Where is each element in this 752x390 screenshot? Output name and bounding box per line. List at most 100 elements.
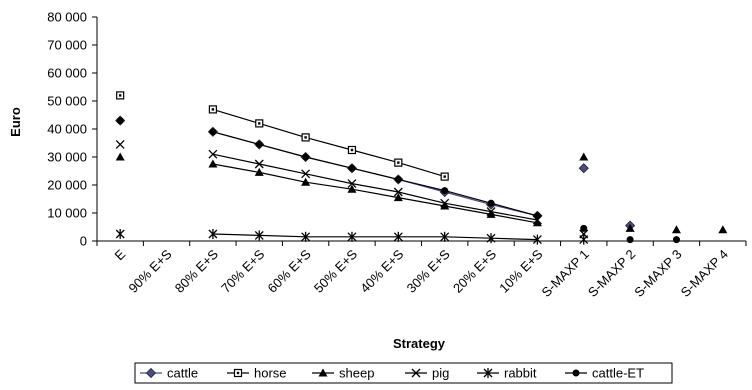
marker-shape — [209, 128, 217, 136]
data-point — [394, 158, 403, 167]
marker-shape — [580, 224, 588, 232]
marker-shape — [318, 368, 328, 377]
marker-stroke — [486, 207, 496, 217]
series-line — [212, 108, 445, 178]
marker-shape — [393, 193, 403, 202]
legend-label: sheep — [339, 366, 374, 381]
x-tick-label: S-MAXP 1 — [539, 247, 592, 300]
data-point — [301, 169, 311, 179]
data-point — [208, 149, 218, 159]
marker-stroke — [254, 159, 264, 169]
x-tick-label: S-MAXP 2 — [585, 247, 638, 300]
marker-shape — [348, 164, 356, 172]
marker-shape — [532, 218, 542, 227]
data-point — [718, 225, 728, 234]
data-point — [209, 128, 217, 136]
data-point — [255, 119, 264, 128]
y-tick-label: 40 000 — [47, 122, 87, 137]
marker-shape — [626, 236, 634, 244]
y-tick-label: 10 000 — [47, 206, 87, 221]
legend-label: cattle-ET — [592, 366, 644, 381]
data-point — [579, 234, 589, 245]
legend-item: cattle-ET — [565, 366, 644, 381]
data-point — [255, 140, 263, 148]
data-point — [347, 145, 357, 155]
data-point — [626, 236, 634, 244]
series-line — [212, 233, 538, 241]
data-point — [347, 231, 357, 242]
marker-shape — [301, 177, 311, 186]
data-point — [579, 152, 589, 161]
data-point — [301, 133, 310, 142]
x-tick-label: E — [112, 246, 129, 263]
data-point — [301, 177, 311, 186]
data-point — [347, 179, 357, 189]
legend-label: pig — [432, 366, 449, 381]
marker-stroke — [115, 139, 125, 149]
marker-shape — [347, 184, 357, 193]
marker-stroke — [208, 149, 218, 159]
data-point — [116, 117, 124, 125]
data-point — [254, 159, 264, 169]
marker-shape — [394, 175, 402, 183]
diamond-marker — [145, 367, 157, 379]
x-tick-label: 80% E+S — [172, 246, 221, 295]
data-point — [348, 164, 356, 172]
data-point — [347, 184, 357, 193]
marker-center — [397, 161, 400, 164]
marker-center — [350, 148, 354, 152]
legend-label: cattle — [167, 366, 198, 381]
marker-shape — [441, 187, 449, 195]
data-point — [115, 139, 125, 149]
data-point — [254, 167, 264, 176]
marker-stroke — [347, 179, 357, 189]
marker-shape — [302, 153, 310, 161]
marker-center — [258, 122, 261, 125]
data-point — [393, 193, 403, 202]
marker-center — [118, 94, 122, 97]
marker-shape — [145, 367, 157, 379]
marker-shape — [440, 201, 450, 210]
marker-center — [211, 108, 215, 111]
marker-shape — [116, 117, 124, 125]
series-cattle-ET — [116, 117, 680, 244]
marker-shape — [671, 225, 681, 234]
y-axis-title: Euro — [8, 107, 23, 137]
y-tick-label: 80 000 — [47, 10, 87, 25]
data-point — [440, 231, 450, 242]
legend-label: horse — [254, 366, 287, 381]
triangle-marker — [318, 368, 328, 377]
marker-center — [236, 371, 240, 375]
circle-marker — [572, 369, 580, 377]
series-line — [212, 163, 538, 224]
data-point — [580, 224, 588, 232]
x-marker — [411, 368, 421, 378]
data-point — [533, 212, 541, 220]
y-tick-label: 30 000 — [47, 150, 87, 165]
legend-box — [134, 362, 673, 384]
marker-center — [443, 175, 446, 178]
x-tick-label: 50% E+S — [311, 246, 360, 295]
y-tick-label: 70 000 — [47, 38, 87, 53]
series-horse — [116, 91, 449, 181]
marker-shape — [672, 236, 680, 244]
legend-item: pig — [405, 366, 449, 381]
marker-shape — [254, 167, 264, 176]
data-point — [440, 198, 450, 208]
marker-shape — [487, 199, 495, 207]
legend-item: rabbit — [477, 366, 537, 381]
marker-shape — [115, 152, 125, 161]
data-point — [441, 187, 449, 195]
data-point — [532, 234, 542, 245]
marker-center — [304, 136, 307, 139]
data-point — [393, 231, 403, 242]
series-cattle — [115, 115, 636, 231]
x-tick-label: 20% E+S — [450, 246, 499, 295]
data-point — [625, 223, 635, 232]
x-tick-label: S-MAXP 3 — [631, 247, 684, 300]
data-point — [302, 153, 310, 161]
marker-stroke — [440, 198, 450, 208]
data-point — [671, 225, 681, 234]
x-tick-label: 60% E+S — [265, 246, 314, 295]
